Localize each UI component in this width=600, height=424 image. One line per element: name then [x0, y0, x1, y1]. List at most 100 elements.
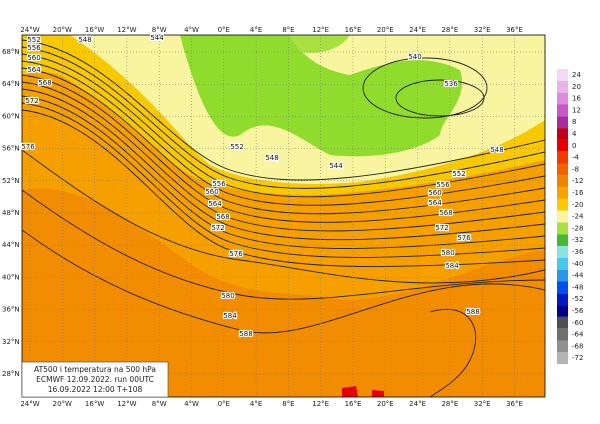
colorbar-label: -72: [572, 354, 583, 362]
contour-label: 544: [329, 162, 343, 170]
graticule: [22, 35, 545, 397]
colorbar-swatch: [557, 151, 568, 164]
colorbar-label: -32: [572, 236, 583, 244]
colorbar-swatch: [557, 246, 568, 258]
colorbar-label: -40: [572, 260, 583, 268]
info-box: [21, 361, 169, 398]
contour-line: [22, 95, 545, 249]
contour-label: 552: [452, 170, 465, 178]
contour-label: 576: [229, 250, 243, 258]
colorbar-swatch: [557, 269, 568, 282]
contour-line: [362, 57, 488, 119]
lon-label: 28°E: [441, 26, 458, 34]
contour-line: [22, 88, 545, 241]
lon-label: 8°E: [282, 26, 294, 34]
lon-label: 24°W: [20, 26, 39, 34]
lon-label: 16°W: [85, 400, 104, 408]
info-line: ECMWF 12.09.2022. run 00UTC: [36, 375, 154, 384]
contour-label: 576: [21, 143, 35, 151]
colorbar-label: 4: [572, 130, 577, 138]
colorbar-label: -4: [572, 154, 580, 162]
colorbar-label: -64: [572, 331, 584, 339]
colorbar-label: -12: [572, 177, 583, 185]
contour-label: 572: [211, 224, 224, 232]
lon-label: 20°E: [377, 400, 394, 408]
lat-label: 48°N: [2, 209, 20, 217]
lat-label: 52°N: [2, 177, 20, 185]
map-fields: [22, 35, 545, 397]
colorbar-swatch: [557, 175, 568, 188]
contour-label: 556: [436, 181, 450, 189]
colorbar-label: -44: [572, 272, 584, 280]
lat-label: 44°N: [2, 241, 20, 249]
colorbar-swatch: [557, 222, 568, 235]
contours: [22, 39, 545, 397]
contour-label: 548: [490, 146, 503, 154]
colorbar-swatch: [557, 210, 568, 223]
contour-label: 572: [435, 224, 448, 232]
contour-line: [22, 60, 545, 206]
colorbar-swatch: [557, 316, 568, 329]
colorbar-label: 12: [572, 106, 581, 114]
contour-label: 552: [27, 36, 40, 44]
info-line: AT500 i temperatura na 500 hPa: [34, 365, 156, 374]
colorbar-swatch: [557, 352, 568, 365]
lon-label: 24°W: [20, 400, 39, 408]
lon-label: 32°E: [474, 400, 491, 408]
colorbar-label: -48: [572, 283, 583, 291]
colorbar-swatch: [557, 80, 568, 93]
colorbar-label: -36: [572, 248, 584, 256]
colorbar-swatch: [557, 305, 568, 317]
colorbar-swatch: [557, 116, 568, 129]
contour-label: 568: [439, 209, 452, 217]
contour-label: 576: [457, 234, 471, 242]
field-red: [342, 386, 384, 397]
info-line: 16.09.2022 12:00 T+108: [48, 385, 143, 394]
contour-label: 568: [38, 79, 51, 87]
lon-label: 12°W: [117, 26, 136, 34]
lon-label: 16°E: [345, 400, 362, 408]
lon-label: 0°E: [218, 400, 230, 408]
lon-label: 16°W: [85, 26, 104, 34]
colorbar-label: -52: [572, 295, 583, 303]
lat-label: 64°N: [2, 80, 20, 88]
colorbar-swatch: [557, 198, 568, 211]
lon-label: 12°W: [117, 400, 136, 408]
lon-label: 12°E: [312, 26, 329, 34]
colorbar-label: -68: [572, 342, 583, 350]
contour-label: 552: [230, 143, 243, 151]
contour-line: [22, 189, 545, 300]
contour-line: [22, 149, 545, 284]
contour-line: [22, 109, 545, 267]
field-green: [180, 35, 463, 157]
colorbar-label: 24: [572, 71, 581, 79]
lon-label: 4°E: [250, 400, 262, 408]
contour-label: 584: [223, 312, 237, 320]
contour-line: [22, 46, 545, 189]
contour-label: 564: [27, 66, 41, 74]
contour-label: 560: [428, 189, 441, 197]
contour-line: [429, 308, 477, 397]
field-dark-orange: [22, 188, 545, 397]
contour-label: 556: [212, 180, 226, 188]
contour-label: 540: [408, 53, 421, 61]
colorbar-swatch: [557, 69, 568, 81]
contour-line: [22, 74, 545, 223]
lat-label: 68°N: [2, 48, 20, 56]
lon-label: 4°W: [184, 26, 199, 34]
field-green: [290, 35, 350, 53]
contour-label: 556: [27, 44, 41, 52]
contour-line: [22, 39, 545, 181]
lon-label: 4°W: [184, 400, 199, 408]
contour-label: 548: [78, 36, 91, 44]
lat-label: 32°N: [2, 338, 20, 346]
colorbar-swatch: [557, 293, 568, 306]
colorbar-swatch: [557, 340, 568, 353]
lon-label: 20°W: [53, 400, 72, 408]
colorbar-label: 0: [572, 142, 576, 150]
contour-label: 560: [27, 54, 40, 62]
lon-label: 36°E: [506, 400, 523, 408]
lon-label: 36°E: [506, 26, 523, 34]
colorbar-swatch: [557, 257, 568, 270]
